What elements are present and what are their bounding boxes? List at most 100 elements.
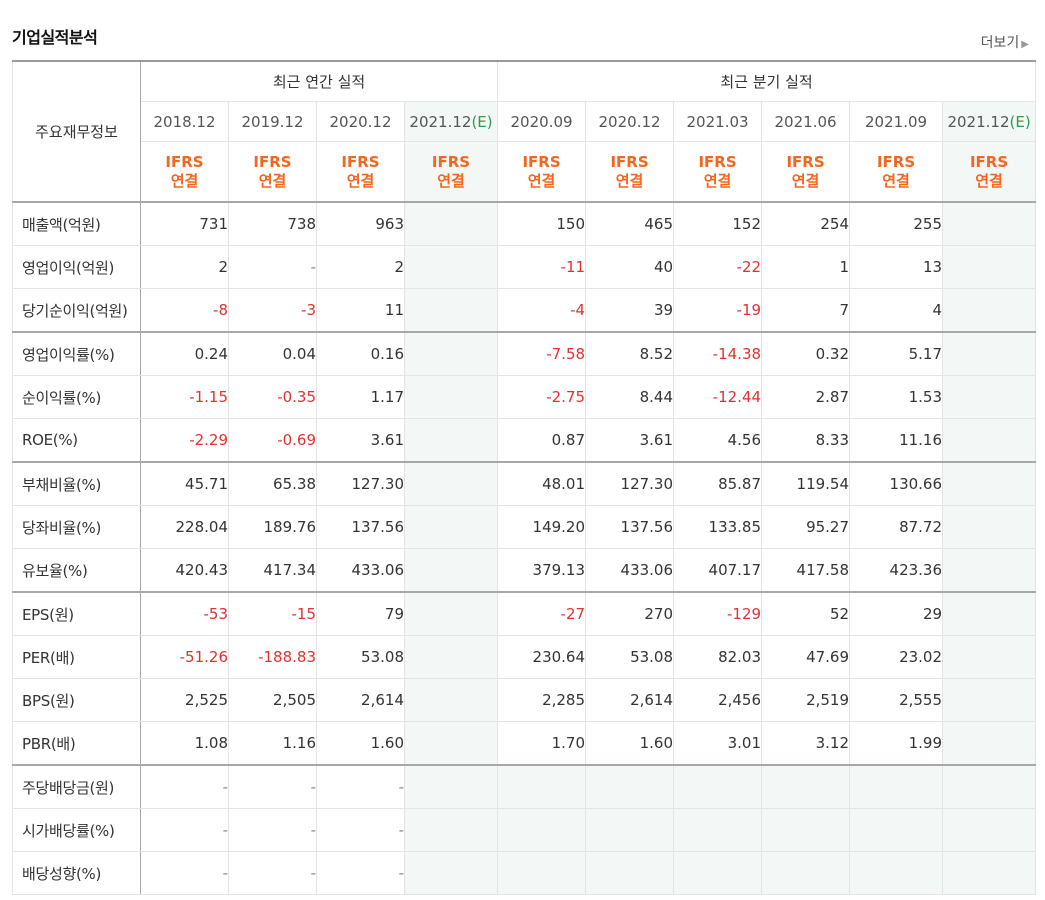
table-cell xyxy=(403,418,499,463)
table-cell: 433.06 xyxy=(585,548,675,593)
ifrs-badge: IFRS 연결 xyxy=(316,141,405,203)
table-row: 시가배당률(%) - - - xyxy=(12,808,1037,852)
table-cell: 2,505 xyxy=(228,678,317,722)
table-cell: 8.33 xyxy=(761,418,851,463)
consolidated-label: 연결 xyxy=(437,171,465,190)
quarter-group-header: 최근 분기 실적 xyxy=(497,60,1037,102)
table-cell xyxy=(403,331,499,376)
table-cell: -22 xyxy=(673,245,763,289)
consolidated-label: 연결 xyxy=(346,171,375,190)
consolidated-label: 연결 xyxy=(791,171,820,190)
table-cell: 127.30 xyxy=(585,461,675,506)
table-cell: 963 xyxy=(316,201,405,246)
table-cell xyxy=(849,851,944,895)
table-cell xyxy=(942,808,1037,852)
table-cell: 2,525 xyxy=(140,678,229,722)
table-cell: 8.52 xyxy=(585,331,675,376)
consolidated-label: 연결 xyxy=(882,171,910,190)
table-cell: 0.16 xyxy=(316,331,405,376)
table-cell: -2.75 xyxy=(497,375,587,419)
table-cell: 85.87 xyxy=(673,461,763,506)
row-label: 매출액(억원) xyxy=(12,201,141,246)
table-cell xyxy=(403,245,499,289)
table-cell: 119.54 xyxy=(761,461,851,506)
ifrs-label: IFRS xyxy=(786,152,825,171)
table-row: 당좌비율(%) 228.04 189.76 137.56 149.20 137.56 133… xyxy=(12,505,1037,549)
table-cell: -7.58 xyxy=(497,331,587,376)
table-cell: 1.60 xyxy=(585,721,675,766)
table-cell: -0.35 xyxy=(228,375,317,419)
table-cell xyxy=(942,461,1037,506)
quarter-period-header: 2021.03 xyxy=(673,101,763,142)
table-cell: 8.44 xyxy=(585,375,675,419)
row-label: 당좌비율(%) xyxy=(12,505,141,549)
table-cell: 150 xyxy=(497,201,587,246)
period-label: 2021.12 xyxy=(947,112,1010,131)
ifrs-badge: IFRS 연결 xyxy=(497,141,587,203)
ifrs-label: IFRS xyxy=(341,152,380,171)
table-cell xyxy=(849,764,944,809)
table-cell: 65.38 xyxy=(228,461,317,506)
row-label: 영업이익률(%) xyxy=(12,331,141,376)
table-cell: 3.01 xyxy=(673,721,763,766)
table-cell: 417.58 xyxy=(761,548,851,593)
table-cell xyxy=(403,764,499,809)
consolidated-label: 연결 xyxy=(615,171,644,190)
table-cell: - xyxy=(140,851,229,895)
table-row: 배당성향(%) - - - xyxy=(12,851,1037,895)
table-cell: 738 xyxy=(228,201,317,246)
row-label: PBR(배) xyxy=(12,721,141,766)
consolidated-label: 연결 xyxy=(975,171,1003,190)
table-cell xyxy=(673,851,763,895)
table-cell: - xyxy=(140,764,229,809)
table-cell xyxy=(942,635,1037,679)
table-cell: 52 xyxy=(761,591,851,636)
table-cell: 1.16 xyxy=(228,721,317,766)
table-cell: 5.17 xyxy=(849,331,944,376)
consolidated-label: 연결 xyxy=(170,171,199,190)
table-row: 유보율(%) 420.43 417.34 433.06 379.13 433.06 407.… xyxy=(12,548,1037,593)
table-row: 영업이익률(%) 0.24 0.04 0.16 -7.58 8.52 -14.38 0.32 5… xyxy=(12,331,1037,376)
table-row: 주당배당금(원) - - - xyxy=(12,764,1037,809)
table-cell xyxy=(403,635,499,679)
period-label: 2021.06 xyxy=(774,112,837,131)
table-cell: -129 xyxy=(673,591,763,636)
table-cell xyxy=(761,851,851,895)
more-label[interactable]: 더보기 xyxy=(980,35,1020,51)
ifrs-label: IFRS xyxy=(610,152,649,171)
table-cell: 1.17 xyxy=(316,375,405,419)
table-cell: 2,285 xyxy=(497,678,587,722)
ifrs-badge: IFRS 연결 xyxy=(140,141,229,203)
table-cell xyxy=(403,678,499,722)
table-cell: 407.17 xyxy=(673,548,763,593)
quarter-period-header: 2020.12 xyxy=(585,101,675,142)
table-cell: 152 xyxy=(673,201,763,246)
table-cell: 1.08 xyxy=(140,721,229,766)
table-cell: 53.08 xyxy=(585,635,675,679)
table-row: 순이익률(%) -1.15 -0.35 1.17 -2.75 8.44 -12.44 2.87… xyxy=(12,375,1037,419)
row-label: 주당배당금(원) xyxy=(12,764,141,809)
table-cell: 23.02 xyxy=(849,635,944,679)
table-cell: - xyxy=(228,764,317,809)
table-cell: -11 xyxy=(497,245,587,289)
table-cell: 130.66 xyxy=(849,461,944,506)
table-cell: 137.56 xyxy=(316,505,405,549)
table-cell: 133.85 xyxy=(673,505,763,549)
table-cell xyxy=(403,591,499,636)
table-cell: 230.64 xyxy=(497,635,587,679)
more-link[interactable]: 더보기 ▶ xyxy=(981,32,1029,52)
table-cell xyxy=(403,461,499,506)
table-cell: 1 xyxy=(761,245,851,289)
table-cell: -1.15 xyxy=(140,375,229,419)
table-row: 부채비율(%) 45.71 65.38 127.30 48.01 127.30 85.87 1… xyxy=(12,461,1037,506)
table-cell: - xyxy=(316,764,405,809)
table-cell: 79 xyxy=(316,591,405,636)
chevron-right-icon: ▶ xyxy=(1021,39,1029,50)
table-cell: -12.44 xyxy=(673,375,763,419)
table-cell: - xyxy=(228,808,317,852)
table-cell: -14.38 xyxy=(673,331,763,376)
table-cell: 29 xyxy=(849,591,944,636)
annual-period-header: 2019.12 xyxy=(228,101,317,142)
table-cell: 3.61 xyxy=(585,418,675,463)
table-cell: 7 xyxy=(761,288,851,333)
